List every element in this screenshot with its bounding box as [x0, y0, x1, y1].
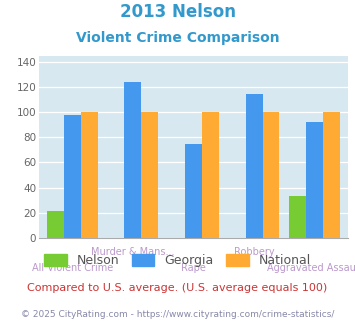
Text: 2013 Nelson: 2013 Nelson	[120, 3, 235, 21]
Bar	[47, 211, 64, 238]
Text: All Violent Crime: All Violent Crime	[32, 263, 113, 273]
Text: Robbery: Robbery	[234, 247, 274, 257]
Bar	[323, 113, 340, 238]
Bar	[125, 82, 141, 238]
Text: Murder & Mans...: Murder & Mans...	[91, 247, 175, 257]
Bar	[262, 113, 279, 238]
Bar	[64, 115, 81, 238]
Text: Violent Crime Comparison: Violent Crime Comparison	[76, 31, 279, 45]
Text: Compared to U.S. average. (U.S. average equals 100): Compared to U.S. average. (U.S. average …	[27, 283, 328, 293]
Legend: Nelson, Georgia, National: Nelson, Georgia, National	[44, 254, 311, 267]
Text: Aggravated Assault: Aggravated Assault	[267, 263, 355, 273]
Text: Rape: Rape	[181, 263, 206, 273]
Bar	[81, 113, 98, 238]
Text: © 2025 CityRating.com - https://www.cityrating.com/crime-statistics/: © 2025 CityRating.com - https://www.city…	[21, 310, 334, 319]
Bar	[141, 113, 158, 238]
Bar	[202, 113, 219, 238]
Bar	[289, 196, 306, 238]
Bar	[306, 122, 323, 238]
Bar	[185, 144, 202, 238]
Bar	[246, 94, 262, 238]
